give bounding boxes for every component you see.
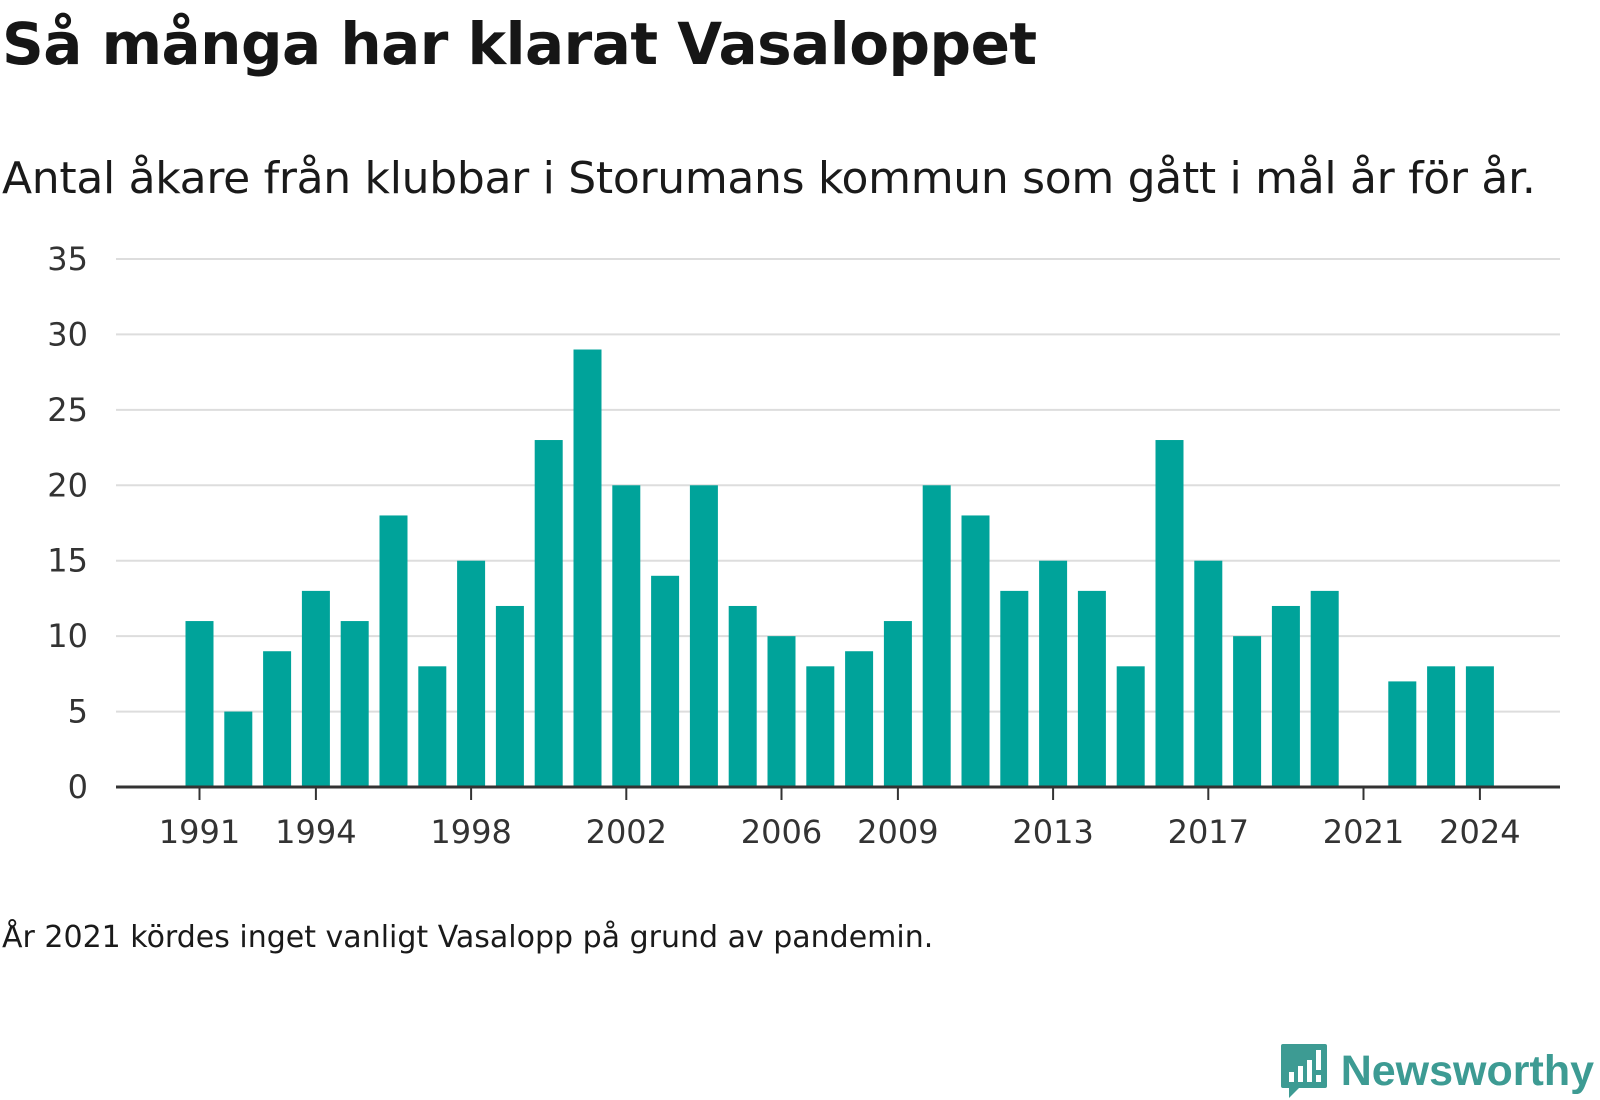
bar-2005: [728, 605, 757, 787]
bar-1992: [224, 711, 253, 787]
bar-2002: [612, 485, 641, 787]
bar-2001: [573, 349, 602, 787]
x-tick-label: 2002: [586, 813, 667, 851]
bar-2000: [534, 440, 563, 787]
x-tick-label: 2006: [741, 813, 822, 851]
bar-1994: [301, 590, 330, 787]
y-tick-label: 35: [47, 240, 88, 278]
bar-2007: [806, 666, 835, 787]
bar-2022: [1388, 681, 1417, 787]
gridlines: [116, 258, 1560, 713]
bar-2014: [1077, 590, 1106, 787]
bars: [185, 349, 1494, 787]
y-tick-label: 10: [47, 617, 88, 655]
y-tick-label: 0: [68, 768, 88, 806]
y-tick-label: 20: [47, 466, 88, 504]
bar-2023: [1427, 666, 1456, 787]
x-tick-label: 1998: [430, 813, 511, 851]
bar-2004: [689, 485, 718, 787]
bar-chart: 0 5 10 15 20 25 30 35 1991 1994 1998 2002 2006 2009 2…: [47, 240, 1560, 851]
y-axis-labels: 0 5 10 15 20 25 30 35: [47, 240, 88, 806]
bar-2020: [1310, 590, 1339, 787]
bar-2010: [922, 485, 951, 787]
bar-2024: [1465, 666, 1494, 787]
x-tick-label: 2024: [1439, 813, 1520, 851]
y-tick-label: 15: [47, 542, 88, 580]
bar-2006: [767, 636, 796, 787]
bar-1997: [418, 666, 447, 787]
bar-2003: [651, 575, 680, 787]
y-tick-label: 30: [47, 315, 88, 353]
bar-1999: [495, 605, 524, 787]
bar-2018: [1233, 636, 1262, 787]
x-tick-label: 2017: [1168, 813, 1249, 851]
bar-1996: [379, 515, 408, 787]
x-axis-labels: 1991 1994 1998 2002 2006 2009 2013 2017 2021 2024: [159, 787, 1521, 851]
x-tick-label: 2021: [1323, 813, 1404, 851]
x-tick-label: 2013: [1012, 813, 1093, 851]
bar-2015: [1116, 666, 1145, 787]
bar-2012: [1000, 590, 1029, 787]
x-tick-label: 1994: [275, 813, 356, 851]
newsworthy-logo-icon: [1280, 1044, 1327, 1098]
bar-2013: [1039, 560, 1068, 787]
x-tick-label: 2009: [857, 813, 938, 851]
bar-2016: [1155, 440, 1184, 787]
chart-subtitle: Antal åkare från klubbar i Storumans kom…: [2, 153, 1536, 204]
bar-1991: [185, 621, 214, 787]
y-tick-label: 25: [47, 391, 88, 429]
footnote: År 2021 kördes inget vanligt Vasalopp på…: [2, 920, 934, 955]
bar-2009: [883, 621, 912, 787]
bar-2019: [1271, 605, 1300, 787]
bar-1995: [340, 621, 369, 787]
bar-1993: [263, 651, 292, 787]
y-tick-label: 5: [68, 693, 88, 731]
x-tick-label: 1991: [159, 813, 240, 851]
brand-logo: Newsworthy: [1279, 1042, 1594, 1100]
bar-2017: [1194, 560, 1223, 787]
brand-name: Newsworthy: [1340, 1046, 1594, 1095]
bar-2011: [961, 515, 990, 787]
chart-title: Så många har klarat Vasaloppet: [2, 10, 1037, 78]
bar-2008: [845, 651, 874, 787]
bar-1998: [457, 560, 486, 787]
